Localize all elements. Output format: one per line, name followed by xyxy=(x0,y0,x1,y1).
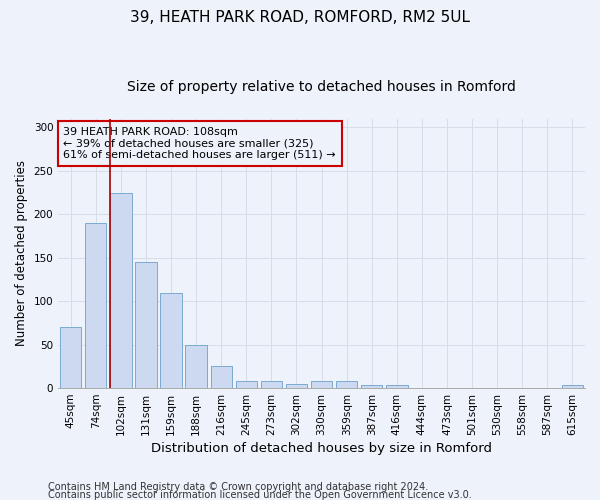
Bar xyxy=(211,366,232,388)
Bar xyxy=(261,381,282,388)
X-axis label: Distribution of detached houses by size in Romford: Distribution of detached houses by size … xyxy=(151,442,492,455)
Text: Contains public sector information licensed under the Open Government Licence v3: Contains public sector information licen… xyxy=(48,490,472,500)
Text: Contains HM Land Registry data © Crown copyright and database right 2024.: Contains HM Land Registry data © Crown c… xyxy=(48,482,428,492)
Title: Size of property relative to detached houses in Romford: Size of property relative to detached ho… xyxy=(127,80,516,94)
Y-axis label: Number of detached properties: Number of detached properties xyxy=(15,160,28,346)
Text: 39, HEATH PARK ROAD, ROMFORD, RM2 5UL: 39, HEATH PARK ROAD, ROMFORD, RM2 5UL xyxy=(130,10,470,25)
Bar xyxy=(185,344,207,388)
Bar xyxy=(85,223,106,388)
Bar xyxy=(286,384,307,388)
Text: 39 HEATH PARK ROAD: 108sqm
← 39% of detached houses are smaller (325)
61% of sem: 39 HEATH PARK ROAD: 108sqm ← 39% of deta… xyxy=(64,127,336,160)
Bar xyxy=(136,262,157,388)
Bar xyxy=(562,386,583,388)
Bar xyxy=(236,381,257,388)
Bar xyxy=(386,384,407,388)
Bar xyxy=(361,386,382,388)
Bar xyxy=(336,381,358,388)
Bar xyxy=(311,381,332,388)
Bar xyxy=(110,192,131,388)
Bar xyxy=(60,328,82,388)
Bar xyxy=(160,292,182,388)
